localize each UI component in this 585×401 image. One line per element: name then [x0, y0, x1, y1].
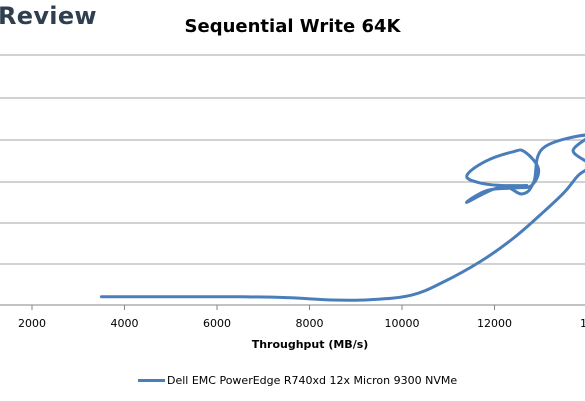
series-line	[99, 133, 585, 302]
legend-swatch	[138, 378, 165, 382]
x-tick-label: 12000	[477, 317, 512, 330]
gridlines	[0, 54, 585, 306]
x-tick-label: 4000	[111, 317, 139, 330]
x-tick-label: 10000	[385, 317, 420, 330]
x-tick-label: 14	[580, 317, 585, 330]
legend: Dell EMC PowerEdge R740xd 12x Micron 930…	[138, 370, 457, 390]
x-tick-label: 6000	[203, 317, 231, 330]
x-tick-label: 8000	[296, 317, 324, 330]
x-tick-labels: 2000 4000 6000 8000 10000 12000 14	[18, 305, 585, 330]
chart-title: Sequential Write 64K	[184, 16, 401, 37]
x-axis-label: Throughput (MB/s)	[251, 338, 369, 351]
x-tick-label: 2000	[18, 317, 46, 330]
series-group	[99, 133, 585, 302]
legend-label: Dell EMC PowerEdge R740xd 12x Micron 930…	[167, 373, 458, 387]
brand-logo-text: Review	[0, 2, 97, 30]
